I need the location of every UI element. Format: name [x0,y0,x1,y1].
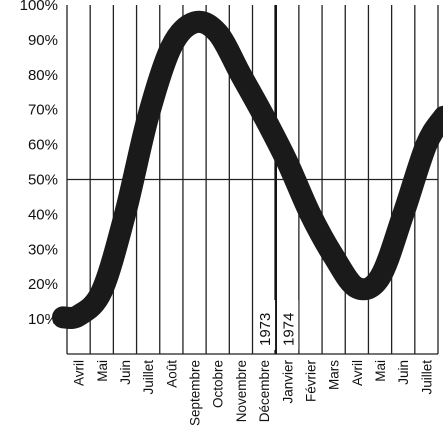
year-labels: 1973 1974 [255,300,299,350]
y-tick-label: 10% [28,311,58,328]
x-tick-label: Octobre [211,360,226,408]
year-label-background [255,300,276,350]
year-label: 1973 [255,300,276,350]
y-tick-label: 30% [28,241,58,258]
y-tick-label: 40% [28,206,58,223]
x-tick-label: Avril [72,360,87,386]
x-tick-label: Novembre [234,360,249,422]
y-tick-label: 20% [28,276,58,293]
series-line [52,10,443,330]
x-tick-label: Avril [350,360,365,386]
y-tick-label: 70% [28,102,58,119]
x-tick-label: Mai [373,360,388,382]
x-tick-label: Septembre [188,360,203,426]
x-axis-ticks: Avril Mai Juin Juillet Août Septembre Octobre N… [72,360,435,427]
year-label-background [278,300,299,350]
x-tick-label: Mars [327,360,342,390]
y-tick-label: 80% [28,67,58,84]
y-tick-label: 60% [28,137,58,154]
year-label-text: 1973 [257,313,274,346]
x-tick-label: Janvier [280,360,295,404]
x-tick-label: Juin [118,360,133,385]
y-axis-ticks: 10% 20% 30% 40% 50% 60% 70% 80% 90% 100% [20,0,58,328]
year-label-text: 1974 [280,313,297,346]
x-tick-label: Février [303,360,318,403]
x-tick-label: Juillet [141,360,156,395]
x-tick-label: Décembre [257,360,272,422]
x-tick-label: Août [164,360,179,388]
year-label: 1974 [278,300,299,350]
y-tick-label: 100% [20,0,58,14]
y-tick-label: 50% [28,172,58,189]
y-tick-label: 90% [28,32,58,49]
x-tick-label: Juin [396,360,411,385]
x-tick-label: Mai [95,360,110,382]
x-tick-label: Juillet [419,360,434,395]
